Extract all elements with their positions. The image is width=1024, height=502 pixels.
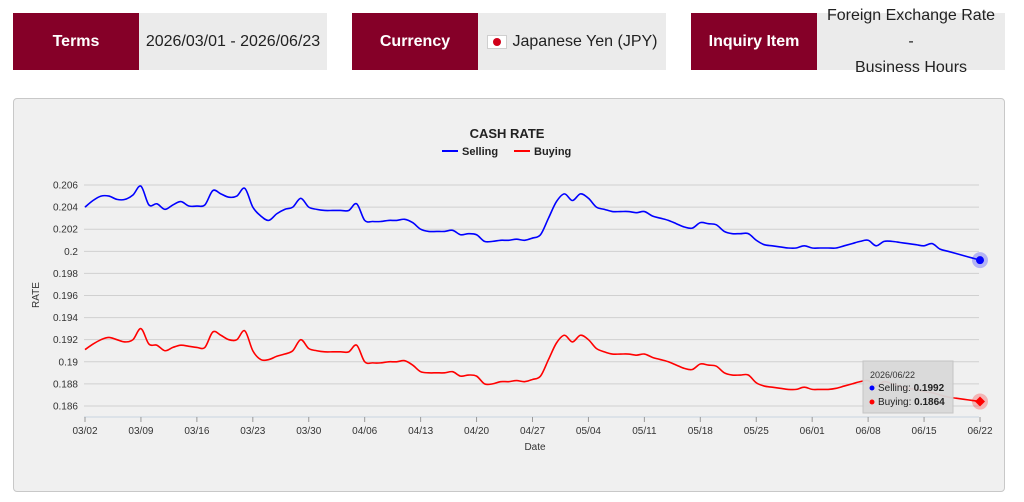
tooltip-date: 2026/06/22	[870, 370, 915, 380]
tooltip-selling-label: Selling:	[878, 383, 914, 394]
x-tick-label: 05/18	[688, 426, 713, 437]
inquiry-block: Inquiry Item Foreign Exchange Rate - Bus…	[691, 7, 1005, 76]
legend-selling-label[interactable]: Selling	[462, 146, 498, 158]
inquiry-value: Foreign Exchange Rate - Business Hours	[817, 7, 1005, 76]
currency-label: Currency	[352, 13, 478, 70]
x-tick-label: 05/04	[576, 426, 601, 437]
hover-point-selling[interactable]	[976, 256, 984, 265]
currency-block: Currency Japanese Yen (JPY)	[352, 13, 666, 70]
x-axis-ticks: 03/02 03/09 03/16 03/23 03/30 04/06 04/13 04/20…	[72, 417, 993, 437]
terms-block: Terms 2026/03/01 - 2026/06/23	[13, 13, 327, 70]
tooltip-buying-text: Buying: 0.1864	[878, 397, 945, 408]
x-tick-label: 04/13	[408, 426, 433, 437]
x-tick-label: 06/08	[856, 426, 881, 437]
x-tick-label: 03/23	[240, 426, 265, 437]
y-tick-label: 0.198	[53, 269, 78, 280]
chart-grid	[84, 184, 979, 418]
x-tick-label: 03/30	[296, 426, 321, 437]
y-axis-ticks: 0.186 0.188 0.19 0.192 0.194 0.196 0.198 0.2 0.2…	[53, 181, 78, 413]
chart-title: CASH RATE	[470, 126, 545, 141]
y-tick-label: 0.206	[53, 181, 78, 192]
currency-value-box: Japanese Yen (JPY)	[478, 13, 666, 70]
y-tick-label: 0.186	[53, 401, 78, 412]
tooltip-buying-label: Buying:	[878, 397, 914, 408]
chart-tooltip: 2026/06/22 Selling: 0.1992 Buying: 0.186…	[862, 360, 954, 414]
x-tick-label: 05/25	[744, 426, 769, 437]
tooltip-buying-dot	[869, 399, 875, 405]
x-axis-label: Date	[524, 442, 546, 453]
y-axis-label: RATE	[31, 282, 42, 308]
y-tick-label: 0.192	[53, 335, 78, 346]
y-tick-label: 0.196	[53, 291, 78, 302]
x-tick-label: 03/16	[184, 426, 209, 437]
chart-legend: Selling Buying	[442, 146, 571, 158]
cash-rate-chart[interactable]: CASH RATE Selling Buying 0.1860.1880.190…	[14, 99, 1006, 493]
chart-series	[84, 185, 988, 410]
y-tick-label: 0.204	[53, 203, 78, 214]
series-line-buying[interactable]	[84, 327, 981, 403]
y-tick-label: 0.2	[64, 247, 78, 258]
tooltip-buying-value: 0.1864	[914, 397, 945, 408]
x-tick-label: 04/20	[464, 426, 489, 437]
y-tick-label: 0.202	[53, 225, 78, 236]
x-tick-label: 06/15	[912, 426, 937, 437]
legend-buying-label[interactable]: Buying	[534, 146, 571, 158]
x-tick-label: 04/06	[352, 426, 377, 437]
y-tick-label: 0.188	[53, 379, 78, 390]
x-tick-label: 05/11	[632, 426, 657, 437]
tooltip-selling-value: 0.1992	[914, 383, 945, 394]
hover-point-buying[interactable]	[975, 396, 985, 407]
y-tick-label: 0.194	[53, 313, 78, 324]
x-tick-label: 06/01	[800, 426, 825, 437]
tooltip-selling-text: Selling: 0.1992	[878, 383, 945, 394]
y-tick-label: 0.19	[59, 357, 79, 368]
tooltip-selling-dot	[869, 385, 875, 391]
x-tick-label: 04/27	[520, 426, 545, 437]
series-line-selling[interactable]	[84, 185, 981, 261]
x-tick-label: 03/09	[128, 426, 153, 437]
terms-value: 2026/03/01 - 2026/06/23	[139, 13, 327, 70]
tooltip-box	[862, 360, 954, 414]
terms-label: Terms	[13, 13, 139, 70]
x-tick-label: 06/22	[967, 426, 992, 437]
inquiry-label: Inquiry Item	[691, 13, 817, 70]
x-tick-label: 03/02	[72, 426, 97, 437]
currency-value: Japanese Yen (JPY)	[512, 32, 658, 50]
japan-flag-icon	[486, 34, 507, 49]
chart-panel: CASH RATE Selling Buying 0.186 0.188 0.19 0…	[13, 98, 1005, 492]
